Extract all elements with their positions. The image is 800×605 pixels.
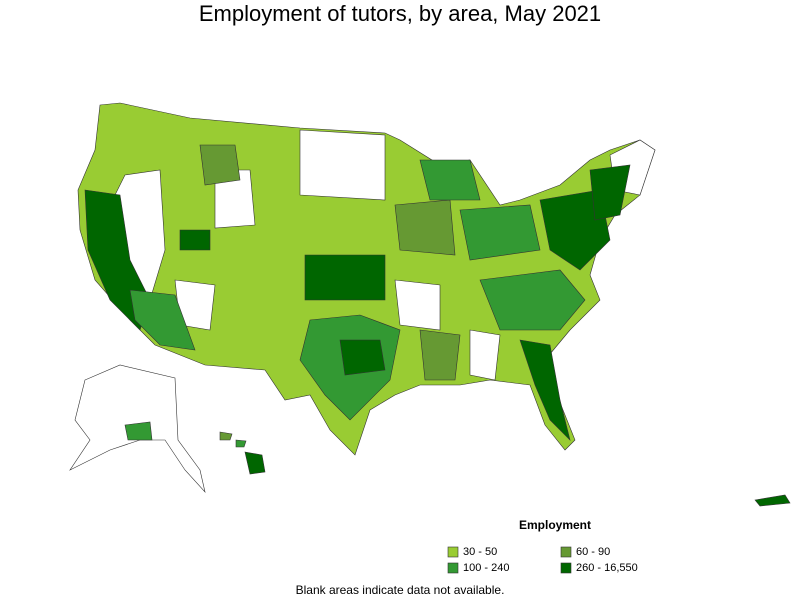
legend-label: 60 - 90 bbox=[576, 546, 610, 558]
area bbox=[179, 229, 211, 251]
legend-label: 100 - 240 bbox=[463, 562, 509, 574]
area bbox=[589, 164, 631, 221]
legend-swatch bbox=[560, 546, 572, 558]
area bbox=[419, 159, 481, 201]
legend-swatch bbox=[560, 562, 572, 574]
note: Blank areas indicate data not available. bbox=[296, 583, 505, 597]
map bbox=[69, 102, 791, 507]
blank-area bbox=[394, 279, 441, 331]
blank-area bbox=[469, 329, 501, 381]
title: Employment of tutors, by area, May 2021 bbox=[199, 1, 601, 26]
area bbox=[304, 254, 386, 301]
area bbox=[124, 421, 153, 441]
area bbox=[394, 199, 456, 256]
legend: Employment 30 - 50 60 - 90 100 - 240 260 - … bbox=[447, 518, 638, 574]
blank-area bbox=[299, 129, 386, 201]
puerto-rico bbox=[754, 494, 791, 507]
legend-label: 30 - 50 bbox=[463, 546, 497, 558]
legend-swatch bbox=[447, 546, 459, 558]
area bbox=[479, 269, 586, 331]
area bbox=[419, 329, 461, 381]
legend-label: 260 - 16,550 bbox=[576, 562, 638, 574]
area bbox=[539, 189, 611, 271]
hawaii bbox=[235, 439, 247, 448]
area bbox=[129, 289, 196, 351]
legend-title: Employment bbox=[519, 518, 591, 532]
hawaii bbox=[219, 431, 233, 441]
area bbox=[339, 339, 386, 376]
area bbox=[199, 144, 241, 186]
hawaii bbox=[244, 451, 266, 475]
legend-swatch bbox=[447, 562, 459, 574]
area bbox=[519, 339, 571, 441]
area bbox=[459, 204, 541, 261]
